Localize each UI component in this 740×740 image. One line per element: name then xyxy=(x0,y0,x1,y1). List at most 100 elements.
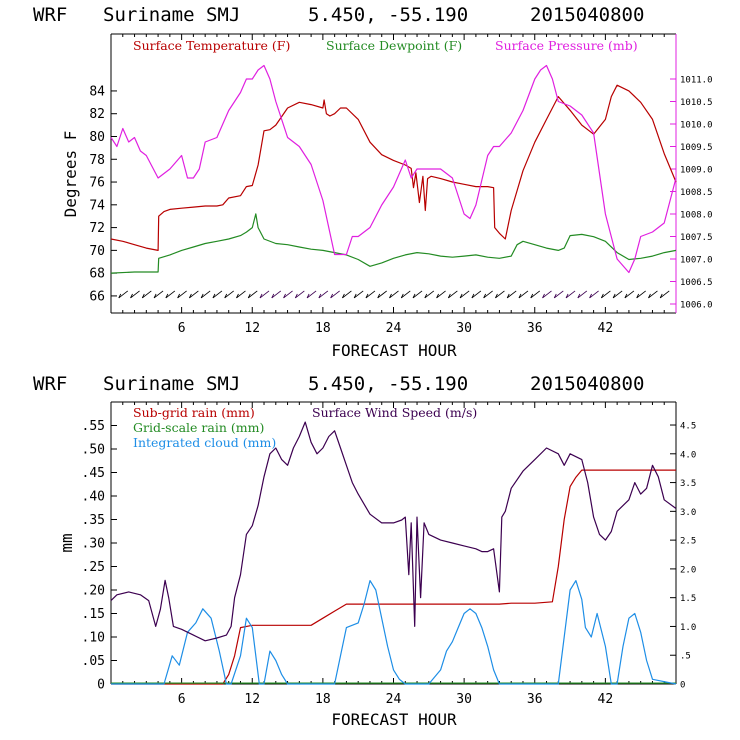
legend-surface-pressure: Surface Pressure (mb) xyxy=(495,38,638,53)
top-x-tick-label: 6 xyxy=(178,321,186,336)
wind-barb xyxy=(424,290,435,299)
wind-barb-flag xyxy=(400,293,404,299)
bottom-x-tick-label: 24 xyxy=(386,692,402,707)
wind-barb-flag xyxy=(600,293,604,299)
wind-barb xyxy=(365,290,376,299)
top-y2-tick-label: 1007.0 xyxy=(680,256,713,266)
wind-barb-flag xyxy=(271,293,275,299)
legend-surface-temperature: Surface Temperature (F) xyxy=(133,38,290,53)
top-y2-tick-label: 1010.5 xyxy=(680,98,713,108)
top-y-tick-label: 74 xyxy=(89,198,105,213)
top-series-group xyxy=(110,64,677,274)
top-x-axis-label: FORECAST HOUR xyxy=(331,341,457,360)
wind-barb-flag xyxy=(306,293,310,299)
bottom-y2-tick-label: 1.5 xyxy=(680,594,696,604)
bottom-y-tick-label: .40 xyxy=(82,490,105,505)
wind-barb xyxy=(142,290,152,299)
wind-barb xyxy=(153,290,164,299)
wind-barb xyxy=(624,290,635,299)
top-y2-tick-label: 1011.0 xyxy=(680,76,713,86)
bottom-y2-tick-label: 2.0 xyxy=(680,565,696,575)
wind-barb-flag xyxy=(506,293,510,299)
wind-barb-flag xyxy=(424,293,428,299)
integrated-cloud-line xyxy=(111,579,677,685)
top-y-tick-label: 70 xyxy=(89,244,105,259)
wind-barb-flag xyxy=(483,293,487,299)
wind-barb-flag xyxy=(318,293,322,299)
bottom-y2-tick-label: 1.0 xyxy=(680,623,696,633)
top-y-tick-label: 76 xyxy=(89,176,105,191)
wind-barb-flag xyxy=(518,293,522,299)
legend-integrated-cloud: Integrated cloud (mm) xyxy=(133,435,276,450)
wind-barb xyxy=(448,290,458,299)
legend-surface-dewpoint: Surface Dewpoint (F) xyxy=(326,38,462,53)
wind-barb xyxy=(648,290,658,299)
wind-barb-flag xyxy=(471,293,475,299)
top-y2-tick-label: 1009.0 xyxy=(680,166,713,176)
bottom-x-tick-label: 6 xyxy=(178,692,186,707)
legend-subgrid-rain: Sub-grid rain (mm) xyxy=(133,405,255,420)
wind-barb xyxy=(471,290,482,299)
bottom-y-tick-label: .15 xyxy=(82,607,105,622)
wind-barb-flag xyxy=(283,293,286,299)
wind-barb xyxy=(412,290,423,299)
subgrid-rain-line xyxy=(111,469,676,685)
top-x-tick-label: 18 xyxy=(315,321,331,336)
wind-barb-flag xyxy=(659,293,663,299)
top-header-location: Suriname SMJ xyxy=(103,4,240,26)
bottom-header-coords: 5.450, -55.190 xyxy=(308,373,468,395)
bottom-header-run: 2015040800 xyxy=(530,373,644,395)
wind-barb xyxy=(542,290,552,299)
bottom-y-tick-label: .10 xyxy=(82,631,105,646)
wind-barb-flag xyxy=(212,293,216,299)
wind-barb xyxy=(459,290,470,299)
bottom-header-model: WRF xyxy=(33,373,67,395)
wind-barb-flag xyxy=(342,293,345,299)
bottom-x-axis-label: FORECAST HOUR xyxy=(331,710,457,729)
wind-barb xyxy=(236,290,246,299)
top-y-axis-label: Degrees F xyxy=(61,131,80,218)
wind-barb-flag xyxy=(553,293,557,299)
top-x-tick-label: 12 xyxy=(244,321,260,336)
wind-barb-flag xyxy=(224,293,228,299)
legend-grid-scale-rain: Grid-scale rain (mm) xyxy=(133,420,264,435)
wind-barb-flag xyxy=(294,293,298,299)
bottom-x-tick-label: 12 xyxy=(244,692,260,707)
wind-speed-line xyxy=(110,421,677,642)
wind-barb xyxy=(189,290,199,299)
wind-barb-flag xyxy=(624,293,628,299)
wind-barb xyxy=(224,290,234,299)
dewpoint-line xyxy=(110,213,677,274)
wind-barb xyxy=(177,290,187,299)
wind-barb-flag xyxy=(565,293,569,299)
wind-barb-flag xyxy=(141,293,145,299)
temperature-line xyxy=(110,84,677,251)
bottom-x-tick-label: 42 xyxy=(598,692,614,707)
wind-barb-flag xyxy=(236,293,239,299)
wind-barb-flag xyxy=(353,293,357,299)
wind-barb xyxy=(589,290,599,299)
bottom-y-tick-label: 0 xyxy=(97,678,105,693)
pressure-line xyxy=(110,64,677,274)
top-y2-tick-label: 1010.0 xyxy=(680,121,713,131)
wind-barb-flag xyxy=(447,293,451,299)
wind-barb xyxy=(400,290,411,299)
wind-barb-flag xyxy=(577,293,581,299)
wind-barb xyxy=(554,290,564,299)
top-header-run: 2015040800 xyxy=(530,4,644,26)
wind-barb xyxy=(353,290,364,299)
wind-barb-flag xyxy=(612,293,616,299)
bottom-y-tick-label: .05 xyxy=(82,654,105,669)
wind-barb-flag xyxy=(153,293,157,299)
wind-barb xyxy=(436,290,446,299)
wind-barb xyxy=(212,290,223,299)
wind-barb-flag xyxy=(636,293,640,299)
wind-barb-flag xyxy=(648,293,651,299)
wind-barb xyxy=(200,290,211,299)
wind-barb xyxy=(577,290,588,299)
bottom-y2-tick-label: .5 xyxy=(680,652,691,662)
wind-barb xyxy=(483,290,493,299)
wind-barb xyxy=(118,290,129,299)
wind-barb xyxy=(247,290,258,299)
